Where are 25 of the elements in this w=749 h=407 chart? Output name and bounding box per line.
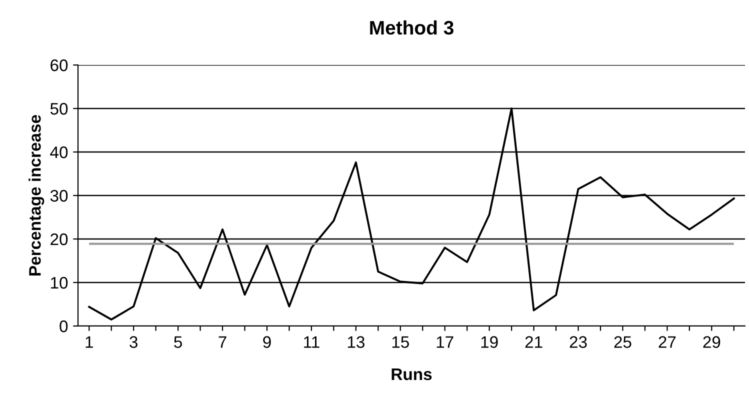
x-axis-title: Runs	[392, 368, 432, 380]
y-tick-label: 10	[51, 276, 68, 289]
x-tick-label: 17	[436, 336, 454, 348]
x-tick-label: 23	[570, 336, 587, 348]
x-tick-label: 25	[614, 336, 632, 348]
x-tick-label: 21	[525, 336, 542, 348]
y-axis-title: Percentage increase	[28, 114, 44, 276]
x-tick-label: 7	[218, 336, 226, 348]
x-tick-label: 3	[130, 336, 138, 348]
x-tick-label: 29	[703, 336, 720, 348]
y-tick-label: 60	[50, 59, 68, 72]
x-tick-label: 11	[304, 336, 320, 348]
x-tick-label: 15	[392, 336, 409, 348]
y-tick-label: 20	[50, 233, 68, 246]
x-tick-label: 9	[263, 336, 271, 348]
chart-title: Method 3	[370, 20, 454, 35]
x-tick-label: 19	[481, 336, 498, 348]
x-tick-label: 1	[86, 336, 93, 348]
y-tick-label: 50	[50, 102, 68, 115]
y-tick-label: 30	[50, 190, 68, 202]
x-tick-label: 13	[348, 336, 364, 348]
y-tick-label: 0	[60, 320, 68, 332]
x-tick-label: 27	[658, 336, 676, 348]
x-tick-label: 5	[174, 336, 182, 348]
y-tick-label: 40	[50, 146, 68, 158]
